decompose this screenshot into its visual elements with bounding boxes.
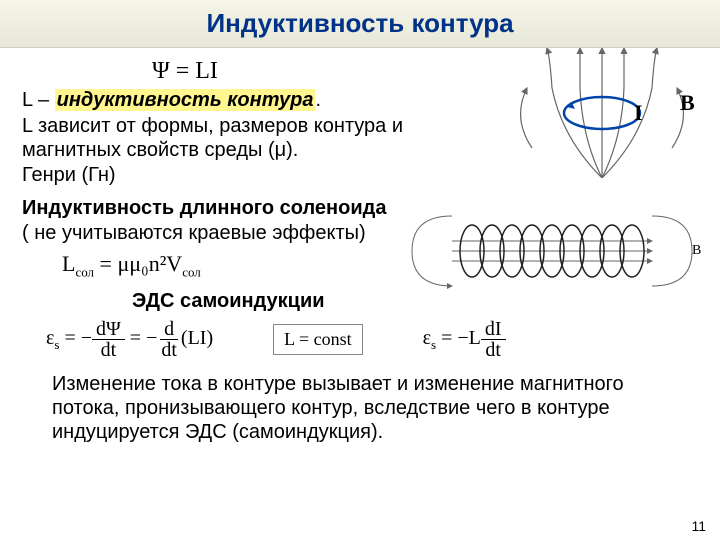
num2: d — [160, 319, 178, 340]
num1: dΨ — [92, 319, 125, 340]
solenoid-diagram: B — [392, 206, 712, 296]
title-bar: Индуктивность контура — [0, 0, 720, 48]
loop-label-I: I — [634, 100, 643, 125]
line-L-prefix: L – — [22, 89, 55, 111]
loop-label-B: B — [680, 90, 695, 115]
sol-label-B: B — [692, 243, 701, 258]
emf-eq1: εs = −dΨdt = −ddt(LI) — [46, 319, 213, 360]
line-L-suffix: . — [315, 89, 321, 111]
den3: dt — [481, 340, 505, 360]
formula-sol-sub: сол — [75, 264, 94, 279]
line-L-term: индуктивность контура — [55, 89, 316, 111]
eps2-sub: s — [431, 337, 436, 352]
page-title: Индуктивность контура — [0, 8, 720, 39]
den2: dt — [157, 340, 181, 360]
eps2: ε — [423, 327, 431, 349]
loop-diagram: I B — [502, 48, 702, 178]
formula-sol-rhs-sub: сол — [182, 264, 201, 279]
formula-sol-rhs: = μμ₀n²V — [94, 251, 182, 276]
page-number: 11 — [691, 518, 706, 534]
tail: (LI) — [181, 327, 213, 349]
formula-sol-lhs: L — [62, 251, 75, 276]
explanation-paragraph: Изменение тока в контуре вызывает и изме… — [52, 372, 668, 444]
num3: dI — [481, 319, 506, 340]
emf-cond: L = const — [273, 324, 362, 355]
emf-formula-row: εs = −dΨdt = −ddt(LI) L = const εs = −Ld… — [46, 319, 698, 360]
emf-eq2: εs = −LdIdt — [423, 319, 506, 360]
eps-sub: s — [54, 337, 59, 352]
den1: dt — [97, 340, 121, 360]
line-dependency: L зависит от формы, размеров контура и м… — [22, 114, 492, 162]
